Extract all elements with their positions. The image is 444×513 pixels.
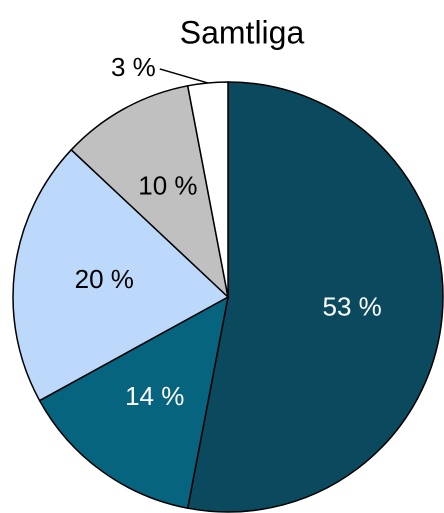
- pie-slice: [70, 84, 230, 300]
- data-label: 53 %: [323, 292, 382, 322]
- data-label: 14 %: [125, 381, 184, 411]
- leader-line: [159, 68, 208, 84]
- pie-slice: [12, 148, 230, 402]
- data-label: 3 %: [111, 52, 156, 82]
- data-label: 20 %: [75, 264, 134, 294]
- pie-slice: [186, 81, 444, 513]
- chart-title: Samtliga: [180, 14, 305, 50]
- data-label: 10 %: [138, 171, 197, 201]
- pie-slice: [38, 295, 230, 510]
